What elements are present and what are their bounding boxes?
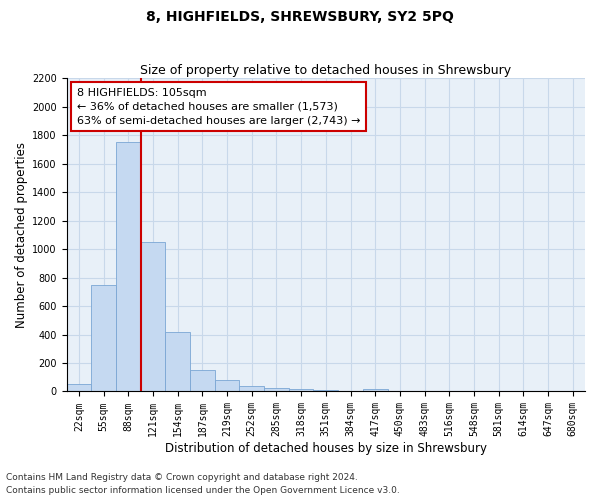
- Bar: [190, 370, 215, 392]
- Bar: [313, 390, 338, 392]
- Bar: [363, 388, 388, 392]
- Bar: [67, 384, 91, 392]
- Text: 8, HIGHFIELDS, SHREWSBURY, SY2 5PQ: 8, HIGHFIELDS, SHREWSBURY, SY2 5PQ: [146, 10, 454, 24]
- Bar: [215, 380, 239, 392]
- Bar: [239, 386, 264, 392]
- X-axis label: Distribution of detached houses by size in Shrewsbury: Distribution of detached houses by size …: [165, 442, 487, 455]
- Title: Size of property relative to detached houses in Shrewsbury: Size of property relative to detached ho…: [140, 64, 511, 77]
- Y-axis label: Number of detached properties: Number of detached properties: [15, 142, 28, 328]
- Bar: [140, 242, 166, 392]
- Bar: [338, 391, 363, 392]
- Text: Contains HM Land Registry data © Crown copyright and database right 2024.
Contai: Contains HM Land Registry data © Crown c…: [6, 474, 400, 495]
- Bar: [116, 142, 140, 392]
- Bar: [264, 388, 289, 392]
- Text: 8 HIGHFIELDS: 105sqm
← 36% of detached houses are smaller (1,573)
63% of semi-de: 8 HIGHFIELDS: 105sqm ← 36% of detached h…: [77, 88, 361, 126]
- Bar: [91, 284, 116, 392]
- Bar: [289, 390, 313, 392]
- Bar: [166, 332, 190, 392]
